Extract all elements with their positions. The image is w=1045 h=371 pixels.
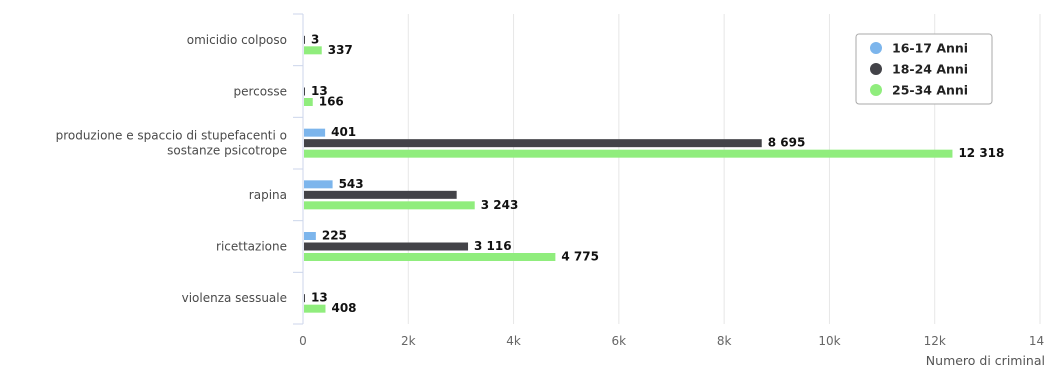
bar <box>304 190 457 199</box>
bar <box>304 253 556 261</box>
category-label: violenza sessuale <box>182 291 287 305</box>
data-label: 408 <box>331 301 356 315</box>
x-tick-label: 0 <box>299 334 307 348</box>
category-label-line: produzione e spaccio di stupefacenti o <box>56 129 287 143</box>
category-label-line: ricettazione <box>216 240 287 254</box>
legend-marker <box>870 42 882 54</box>
category-label-line: percosse <box>234 85 288 99</box>
data-label: 3 <box>311 32 319 46</box>
data-label: 3 243 <box>481 198 519 212</box>
data-label: 543 <box>339 177 364 191</box>
x-tick-label: 2k <box>401 334 416 348</box>
data-label: 8 695 <box>768 136 806 150</box>
data-label: 3 116 <box>474 239 512 253</box>
bar <box>304 139 762 148</box>
axes <box>293 13 304 325</box>
bar <box>304 294 305 303</box>
bar <box>304 180 333 189</box>
x-tick-label: 12k <box>924 334 946 348</box>
x-tick-label: 10k <box>818 334 840 348</box>
x-tick-label: 14k <box>1029 334 1045 348</box>
category-label-line: rapina <box>249 188 287 202</box>
bar <box>304 242 469 251</box>
bar <box>304 35 305 44</box>
data-label: 337 <box>328 43 353 57</box>
category-label-line: violenza sessuale <box>182 291 287 305</box>
legend-marker <box>870 84 882 96</box>
bar <box>304 232 316 240</box>
bar <box>304 128 326 137</box>
x-tick-label: 8k <box>717 334 732 348</box>
x-tick-label: 4k <box>506 334 521 348</box>
legend: 16-17 Anni 18-24 Anni 25-34 Anni <box>855 33 993 105</box>
category-label-line: omicidio colposo <box>187 33 287 47</box>
data-label: 12 318 <box>958 146 1004 160</box>
x-tick-label: 6k <box>612 334 627 348</box>
category-label: rapina <box>249 188 287 202</box>
category-labels: omicidio colposo percosse produzione e spa… <box>56 33 287 305</box>
bars <box>304 35 953 313</box>
category-label: ricettazione <box>216 240 287 254</box>
legend-label[interactable]: 18-24 Anni <box>892 62 968 77</box>
legend-box <box>855 33 993 105</box>
data-label: 13 <box>311 291 328 305</box>
category-label-line: sostanze psicotrope <box>167 144 287 158</box>
legend-label[interactable]: 25-34 Anni <box>892 83 968 98</box>
bar <box>304 304 326 313</box>
legend-label[interactable]: 16-17 Anni <box>892 41 968 56</box>
bar <box>304 201 475 210</box>
bar <box>304 46 322 55</box>
x-axis-title: Numero di criminal <box>926 353 1045 368</box>
data-label: 4 775 <box>561 250 599 264</box>
bar <box>304 98 313 106</box>
data-label: 166 <box>319 95 344 109</box>
data-label: 225 <box>322 229 347 243</box>
bar <box>304 149 953 158</box>
legend-marker <box>870 63 882 75</box>
data-label: 401 <box>331 125 356 139</box>
category-label: produzione e spaccio di stupefacenti o so… <box>56 129 287 158</box>
category-label: omicidio colposo <box>187 33 287 47</box>
bar <box>304 87 305 96</box>
data-label: 13 <box>311 84 328 98</box>
x-tick-labels: 0 2k 4k 6k 8k 10k 12k 14k <box>299 334 1045 348</box>
category-label: percosse <box>234 85 288 99</box>
